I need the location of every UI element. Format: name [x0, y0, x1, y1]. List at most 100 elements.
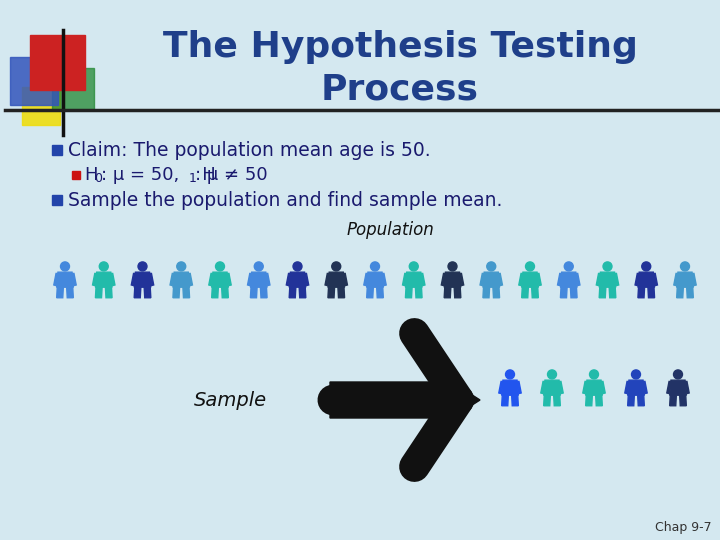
Polygon shape: [638, 394, 644, 406]
Text: Claim: The population mean age is 50.: Claim: The population mean age is 50.: [68, 140, 431, 159]
Polygon shape: [554, 394, 560, 406]
Polygon shape: [343, 273, 348, 286]
Polygon shape: [677, 272, 693, 287]
Polygon shape: [609, 286, 616, 298]
Polygon shape: [559, 381, 563, 394]
Polygon shape: [615, 273, 618, 286]
Polygon shape: [189, 273, 192, 286]
Polygon shape: [222, 286, 228, 298]
Polygon shape: [328, 286, 335, 298]
Circle shape: [215, 262, 225, 271]
Polygon shape: [287, 273, 290, 286]
Circle shape: [371, 262, 379, 271]
Polygon shape: [502, 380, 518, 395]
Polygon shape: [366, 286, 374, 298]
Polygon shape: [638, 272, 654, 287]
Polygon shape: [480, 273, 485, 286]
Polygon shape: [628, 394, 634, 406]
Circle shape: [526, 262, 534, 271]
Polygon shape: [687, 286, 693, 298]
Polygon shape: [248, 273, 252, 286]
Polygon shape: [366, 272, 383, 287]
Circle shape: [60, 262, 70, 271]
Circle shape: [642, 262, 651, 271]
Polygon shape: [544, 394, 550, 406]
Polygon shape: [441, 273, 446, 286]
Text: Sample the population and find sample mean.: Sample the population and find sample me…: [68, 191, 503, 210]
Polygon shape: [680, 394, 686, 406]
Polygon shape: [57, 286, 63, 298]
Polygon shape: [72, 273, 76, 286]
Polygon shape: [382, 273, 386, 286]
Circle shape: [590, 370, 598, 379]
Polygon shape: [170, 273, 174, 286]
Polygon shape: [498, 273, 503, 286]
Polygon shape: [522, 286, 528, 298]
Polygon shape: [517, 381, 521, 394]
Bar: [72, 171, 80, 179]
Circle shape: [177, 262, 186, 271]
Circle shape: [603, 262, 612, 271]
Polygon shape: [541, 381, 545, 394]
Bar: [52, 145, 62, 155]
Text: Population: Population: [346, 221, 434, 239]
Polygon shape: [643, 381, 647, 394]
Bar: [52, 68, 94, 110]
Circle shape: [332, 262, 341, 271]
Polygon shape: [454, 286, 461, 298]
Polygon shape: [212, 286, 218, 298]
Polygon shape: [330, 368, 480, 432]
Circle shape: [547, 370, 557, 379]
Polygon shape: [266, 273, 270, 286]
Circle shape: [293, 262, 302, 271]
Polygon shape: [483, 286, 490, 298]
Polygon shape: [599, 286, 606, 298]
Polygon shape: [305, 273, 309, 286]
Polygon shape: [96, 286, 102, 298]
Polygon shape: [328, 272, 345, 287]
Bar: [30, 35, 85, 90]
Polygon shape: [625, 381, 629, 394]
Text: : μ ≠ 50: : μ ≠ 50: [195, 166, 268, 184]
Polygon shape: [648, 286, 654, 298]
Polygon shape: [512, 394, 518, 406]
Polygon shape: [519, 273, 523, 286]
Polygon shape: [585, 394, 593, 406]
Polygon shape: [209, 273, 213, 286]
Polygon shape: [134, 286, 141, 298]
Polygon shape: [111, 273, 115, 286]
Circle shape: [138, 262, 147, 271]
Polygon shape: [601, 381, 606, 394]
Polygon shape: [670, 380, 686, 395]
Polygon shape: [251, 286, 257, 298]
Polygon shape: [131, 273, 135, 286]
Polygon shape: [289, 286, 296, 298]
Polygon shape: [570, 286, 577, 298]
Polygon shape: [493, 286, 500, 298]
Text: 1: 1: [189, 172, 197, 186]
Bar: [10, 57, 58, 105]
Circle shape: [631, 370, 641, 379]
Circle shape: [254, 262, 264, 271]
Polygon shape: [183, 286, 189, 298]
Polygon shape: [173, 286, 180, 298]
Polygon shape: [57, 272, 73, 287]
Polygon shape: [674, 273, 678, 286]
Circle shape: [448, 262, 457, 271]
Circle shape: [409, 262, 418, 271]
Polygon shape: [502, 394, 508, 406]
Polygon shape: [444, 272, 461, 287]
Polygon shape: [653, 273, 657, 286]
Polygon shape: [628, 380, 644, 395]
Polygon shape: [692, 273, 696, 286]
Polygon shape: [150, 273, 153, 286]
Polygon shape: [585, 380, 603, 395]
Polygon shape: [251, 272, 267, 287]
Polygon shape: [499, 381, 503, 394]
Circle shape: [680, 262, 690, 271]
Polygon shape: [599, 272, 616, 287]
Polygon shape: [560, 272, 577, 287]
Polygon shape: [444, 286, 451, 298]
Polygon shape: [338, 286, 345, 298]
Polygon shape: [677, 286, 683, 298]
